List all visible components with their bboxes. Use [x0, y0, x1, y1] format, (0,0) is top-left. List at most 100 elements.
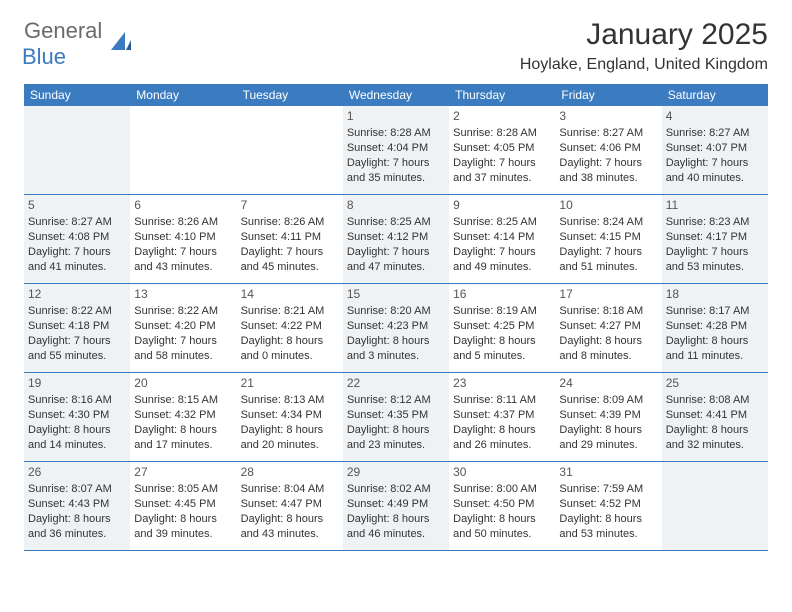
weekday-header-cell: Friday: [555, 84, 661, 106]
sunset-line: Sunset: 4:32 PM: [134, 408, 232, 423]
day-number: 26: [28, 464, 126, 480]
sunrise-line: Sunrise: 8:28 AM: [453, 126, 551, 141]
sunset-line: Sunset: 4:12 PM: [347, 230, 445, 245]
daylight-line: Daylight: 8 hours and 11 minutes.: [666, 334, 764, 364]
day-cell: 6Sunrise: 8:26 AMSunset: 4:10 PMDaylight…: [130, 195, 236, 283]
sunrise-line: Sunrise: 8:25 AM: [453, 215, 551, 230]
day-number: 22: [347, 375, 445, 391]
sunset-line: Sunset: 4:47 PM: [241, 497, 339, 512]
week-row: 12Sunrise: 8:22 AMSunset: 4:18 PMDayligh…: [24, 284, 768, 373]
day-cell: 22Sunrise: 8:12 AMSunset: 4:35 PMDayligh…: [343, 373, 449, 461]
daylight-line: Daylight: 8 hours and 32 minutes.: [666, 423, 764, 453]
day-number: [241, 108, 339, 124]
sunrise-line: Sunrise: 8:02 AM: [347, 482, 445, 497]
day-number: 12: [28, 286, 126, 302]
month-title: January 2025: [520, 18, 768, 52]
day-number: 29: [347, 464, 445, 480]
day-cell: 13Sunrise: 8:22 AMSunset: 4:20 PMDayligh…: [130, 284, 236, 372]
day-number: 7: [241, 197, 339, 213]
day-number: 16: [453, 286, 551, 302]
daylight-line: Daylight: 8 hours and 20 minutes.: [241, 423, 339, 453]
day-cell: 10Sunrise: 8:24 AMSunset: 4:15 PMDayligh…: [555, 195, 661, 283]
day-number: [666, 464, 764, 480]
sunrise-line: Sunrise: 8:25 AM: [347, 215, 445, 230]
calendar: SundayMondayTuesdayWednesdayThursdayFrid…: [24, 84, 768, 551]
day-number: 1: [347, 108, 445, 124]
day-cell: 16Sunrise: 8:19 AMSunset: 4:25 PMDayligh…: [449, 284, 555, 372]
weekday-header-cell: Saturday: [662, 84, 768, 106]
daylight-line: Daylight: 7 hours and 37 minutes.: [453, 156, 551, 186]
sunrise-line: Sunrise: 8:22 AM: [134, 304, 232, 319]
day-number: 5: [28, 197, 126, 213]
sunrise-line: Sunrise: 7:59 AM: [559, 482, 657, 497]
sunrise-line: Sunrise: 8:22 AM: [28, 304, 126, 319]
day-cell: [24, 106, 130, 194]
sunset-line: Sunset: 4:05 PM: [453, 141, 551, 156]
day-number: [134, 108, 232, 124]
sunset-line: Sunset: 4:20 PM: [134, 319, 232, 334]
weekday-header-row: SundayMondayTuesdayWednesdayThursdayFrid…: [24, 84, 768, 106]
sunrise-line: Sunrise: 8:19 AM: [453, 304, 551, 319]
daylight-line: Daylight: 8 hours and 50 minutes.: [453, 512, 551, 542]
sunrise-line: Sunrise: 8:05 AM: [134, 482, 232, 497]
day-cell: 31Sunrise: 7:59 AMSunset: 4:52 PMDayligh…: [555, 462, 661, 550]
logo-text-blue: Blue: [22, 44, 66, 69]
day-number: 17: [559, 286, 657, 302]
day-cell: 20Sunrise: 8:15 AMSunset: 4:32 PMDayligh…: [130, 373, 236, 461]
sunrise-line: Sunrise: 8:17 AM: [666, 304, 764, 319]
sunrise-line: Sunrise: 8:27 AM: [28, 215, 126, 230]
week-row: 1Sunrise: 8:28 AMSunset: 4:04 PMDaylight…: [24, 106, 768, 195]
day-cell: 28Sunrise: 8:04 AMSunset: 4:47 PMDayligh…: [237, 462, 343, 550]
day-number: 21: [241, 375, 339, 391]
day-cell: 3Sunrise: 8:27 AMSunset: 4:06 PMDaylight…: [555, 106, 661, 194]
sunset-line: Sunset: 4:35 PM: [347, 408, 445, 423]
weekday-header-cell: Wednesday: [343, 84, 449, 106]
sunset-line: Sunset: 4:14 PM: [453, 230, 551, 245]
day-number: 9: [453, 197, 551, 213]
day-cell: 11 Sunrise: 8:23 AMSunset: 4:17 PMDayligh…: [662, 195, 768, 283]
sunrise-line: Sunrise: 8:11 AM: [453, 393, 551, 408]
day-number: 6: [134, 197, 232, 213]
daylight-line: Daylight: 7 hours and 40 minutes.: [666, 156, 764, 186]
day-cell: 21Sunrise: 8:13 AMSunset: 4:34 PMDayligh…: [237, 373, 343, 461]
daylight-line: Daylight: 7 hours and 53 minutes.: [666, 245, 764, 275]
day-cell: 25Sunrise: 8:08 AMSunset: 4:41 PMDayligh…: [662, 373, 768, 461]
daylight-line: Daylight: 7 hours and 49 minutes.: [453, 245, 551, 275]
daylight-line: Daylight: 8 hours and 43 minutes.: [241, 512, 339, 542]
sunrise-line: Sunrise: 8:23 AM: [666, 215, 764, 230]
sunrise-line: Sunrise: 8:04 AM: [241, 482, 339, 497]
daylight-line: Daylight: 7 hours and 35 minutes.: [347, 156, 445, 186]
day-number: 23: [453, 375, 551, 391]
day-cell: [130, 106, 236, 194]
day-number: 13: [134, 286, 232, 302]
sunset-line: Sunset: 4:34 PM: [241, 408, 339, 423]
sunrise-line: Sunrise: 8:20 AM: [347, 304, 445, 319]
sunrise-line: Sunrise: 8:15 AM: [134, 393, 232, 408]
day-cell: 19Sunrise: 8:16 AMSunset: 4:30 PMDayligh…: [24, 373, 130, 461]
title-block: January 2025 Hoylake, England, United Ki…: [520, 18, 768, 74]
day-cell: 18Sunrise: 8:17 AMSunset: 4:28 PMDayligh…: [662, 284, 768, 372]
day-number: 11: [666, 197, 764, 213]
sunset-line: Sunset: 4:37 PM: [453, 408, 551, 423]
daylight-line: Daylight: 8 hours and 0 minutes.: [241, 334, 339, 364]
sunrise-line: Sunrise: 8:07 AM: [28, 482, 126, 497]
daylight-line: Daylight: 7 hours and 55 minutes.: [28, 334, 126, 364]
sunset-line: Sunset: 4:49 PM: [347, 497, 445, 512]
sunset-line: Sunset: 4:25 PM: [453, 319, 551, 334]
sunset-line: Sunset: 4:08 PM: [28, 230, 126, 245]
day-number: 30: [453, 464, 551, 480]
day-number: 2: [453, 108, 551, 124]
sunset-line: Sunset: 4:43 PM: [28, 497, 126, 512]
weekday-header-cell: Monday: [130, 84, 236, 106]
weekday-header-cell: Thursday: [449, 84, 555, 106]
day-cell: 7Sunrise: 8:26 AMSunset: 4:11 PMDaylight…: [237, 195, 343, 283]
day-cell: 27Sunrise: 8:05 AMSunset: 4:45 PMDayligh…: [130, 462, 236, 550]
day-number: 4: [666, 108, 764, 124]
logo-text-general: General: [24, 18, 102, 43]
sunset-line: Sunset: 4:17 PM: [666, 230, 764, 245]
sunrise-line: Sunrise: 8:08 AM: [666, 393, 764, 408]
day-number: 15: [347, 286, 445, 302]
sunset-line: Sunset: 4:41 PM: [666, 408, 764, 423]
day-number: 3: [559, 108, 657, 124]
daylight-line: Daylight: 7 hours and 47 minutes.: [347, 245, 445, 275]
